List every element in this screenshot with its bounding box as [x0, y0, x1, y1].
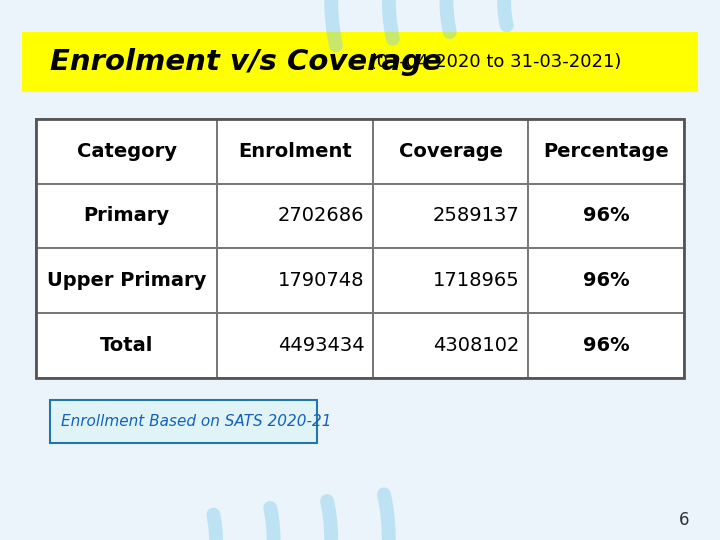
Text: Primary: Primary [84, 206, 170, 226]
FancyBboxPatch shape [217, 248, 373, 313]
Text: 2589137: 2589137 [433, 206, 520, 226]
FancyBboxPatch shape [36, 313, 217, 378]
Text: 4308102: 4308102 [433, 336, 520, 355]
Text: Total: Total [100, 336, 153, 355]
Text: Coverage: Coverage [399, 141, 503, 161]
FancyBboxPatch shape [36, 184, 217, 248]
Text: 2702686: 2702686 [278, 206, 364, 226]
FancyBboxPatch shape [50, 400, 317, 443]
FancyBboxPatch shape [217, 119, 373, 184]
FancyBboxPatch shape [528, 313, 684, 378]
FancyBboxPatch shape [528, 248, 684, 313]
Text: 96%: 96% [583, 271, 629, 291]
FancyBboxPatch shape [373, 184, 528, 248]
Text: Enrolment v/s Coverage: Enrolment v/s Coverage [50, 48, 442, 76]
Text: Enrollment Based on SATS 2020-21: Enrollment Based on SATS 2020-21 [61, 414, 332, 429]
Text: 1790748: 1790748 [278, 271, 364, 291]
FancyBboxPatch shape [373, 248, 528, 313]
FancyBboxPatch shape [36, 248, 217, 313]
Text: 96%: 96% [583, 336, 629, 355]
FancyBboxPatch shape [217, 184, 373, 248]
Text: 6: 6 [679, 511, 689, 529]
FancyBboxPatch shape [22, 32, 698, 92]
Text: 4493434: 4493434 [278, 336, 364, 355]
FancyBboxPatch shape [373, 119, 528, 184]
Text: Category: Category [77, 141, 176, 161]
Text: 1718965: 1718965 [433, 271, 520, 291]
FancyBboxPatch shape [528, 119, 684, 184]
FancyBboxPatch shape [217, 313, 373, 378]
FancyBboxPatch shape [36, 119, 217, 184]
Text: Percentage: Percentage [544, 141, 669, 161]
Text: Enrolment: Enrolment [238, 141, 352, 161]
FancyBboxPatch shape [528, 184, 684, 248]
Text: (01-04-2020 to 31-03-2021): (01-04-2020 to 31-03-2021) [364, 53, 621, 71]
Text: Upper Primary: Upper Primary [47, 271, 207, 291]
FancyBboxPatch shape [373, 313, 528, 378]
Text: 96%: 96% [583, 206, 629, 226]
